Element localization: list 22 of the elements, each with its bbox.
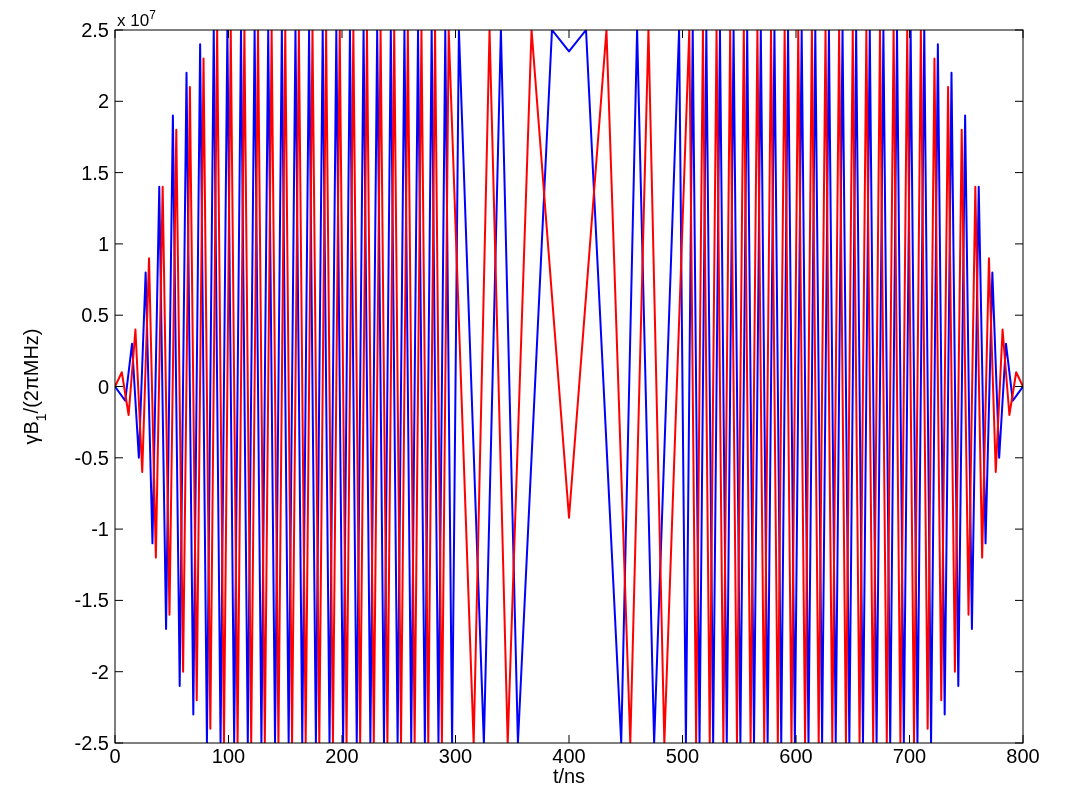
y-tick-label: 1 <box>97 232 109 255</box>
annotation: x 10$^{7}$ <box>117 8 157 30</box>
y-tick-label: -0.5 <box>74 446 109 469</box>
y-tick-label: 2.5 <box>81 19 109 41</box>
y-tick-label: 0.5 <box>81 304 109 327</box>
x-axis-title: t/ns <box>552 765 586 787</box>
x-tick-label: 100 <box>211 745 246 767</box>
y-tick-label: 0 <box>97 375 109 398</box>
x-tick-label: 200 <box>325 745 359 767</box>
y-tick-label: -2.5 <box>74 732 109 754</box>
x-tick-label: 400 <box>552 745 586 767</box>
x-tick-label: 600 <box>779 745 813 767</box>
y-tick-label: -2 <box>91 660 109 683</box>
y-tick-label: -1.5 <box>74 589 109 612</box>
x-tick-label: 800 <box>1006 745 1040 767</box>
y-tick-label: 1.5 <box>81 161 109 184</box>
x-tick-label: 700 <box>892 745 927 767</box>
y-tick-label: 2 <box>97 90 109 113</box>
x-tick-label: 300 <box>438 745 473 767</box>
line-series <box>115 30 1023 743</box>
x-tick-label: 500 <box>665 745 700 767</box>
y-tick-label: -1 <box>91 518 109 541</box>
